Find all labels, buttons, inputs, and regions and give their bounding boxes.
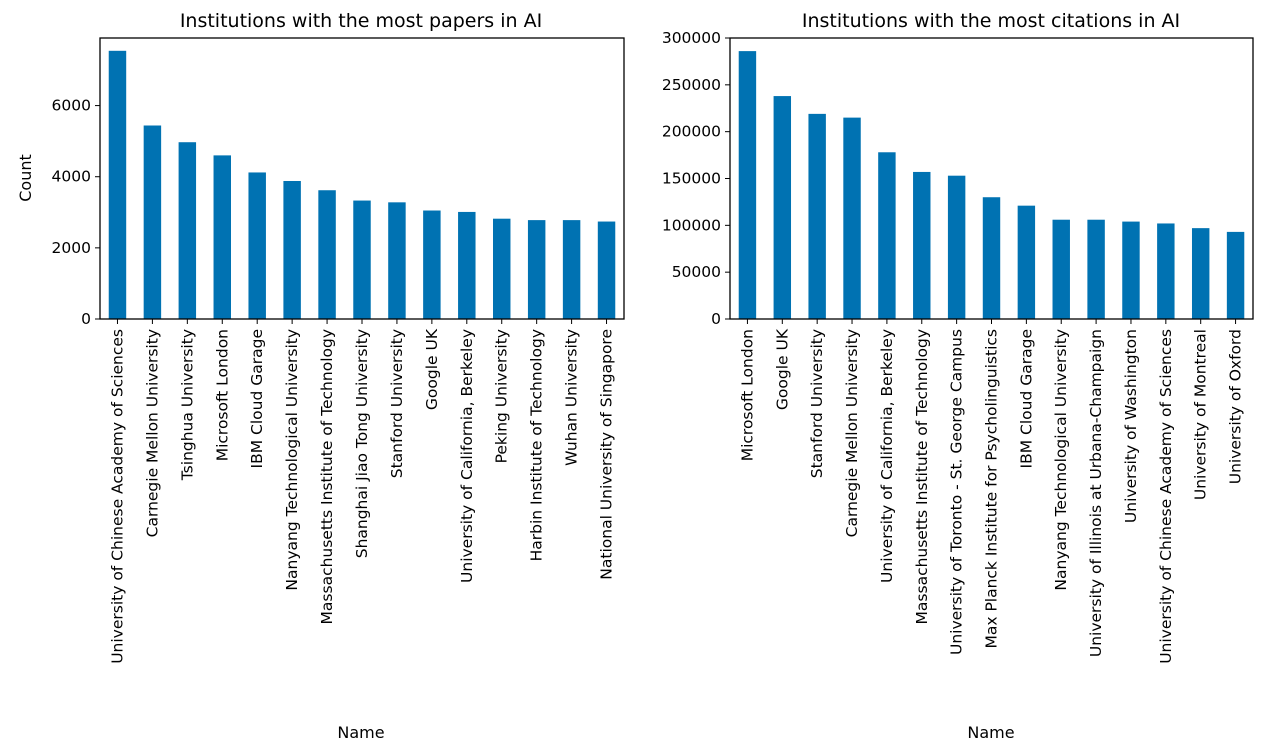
x-tick-label: IBM Cloud Garage bbox=[1017, 329, 1035, 468]
x-tick-label: University of Chinese Academy of Science… bbox=[108, 329, 126, 664]
y-axis-ticks: 0 50000 100000 150000 200000 250000 300000 bbox=[662, 29, 730, 328]
y-tick-label: 250000 bbox=[662, 76, 721, 94]
bar bbox=[213, 155, 231, 319]
bar bbox=[843, 117, 861, 319]
bar bbox=[248, 172, 266, 319]
x-tick-label: Shanghai Jiao Tong University bbox=[353, 329, 371, 558]
x-tick-label: Tsinghua University bbox=[178, 329, 196, 481]
x-tick-label: Carnegie Mellon University bbox=[843, 329, 861, 537]
bar bbox=[1157, 223, 1175, 319]
y-tick-label: 300000 bbox=[662, 29, 721, 47]
y-tick-label: 0 bbox=[81, 310, 91, 328]
bar bbox=[1017, 205, 1036, 319]
x-tick-label: Nanyang Technological University bbox=[283, 329, 301, 591]
bar bbox=[458, 211, 476, 319]
bar bbox=[1052, 219, 1070, 319]
x-tick-label: IBM Cloud Garage bbox=[248, 329, 266, 468]
x-tick-label: Microsoft London bbox=[213, 329, 231, 461]
x-tick-label: Stanford University bbox=[388, 329, 406, 478]
bar bbox=[947, 175, 966, 319]
bar bbox=[318, 190, 336, 319]
x-tick-label: National University of Singapore bbox=[598, 329, 616, 580]
y-axis-label: Count bbox=[16, 154, 35, 202]
bar bbox=[493, 218, 511, 319]
plot-frame bbox=[729, 37, 1254, 320]
bar bbox=[738, 51, 757, 319]
plot-frame bbox=[99, 37, 625, 320]
chart-citations: Institutions with the most citations in … bbox=[662, 10, 1254, 742]
bar bbox=[423, 210, 441, 319]
y-tick-label: 50000 bbox=[672, 263, 721, 281]
bar bbox=[913, 171, 931, 319]
bar bbox=[773, 96, 792, 319]
y-tick-label: 2000 bbox=[52, 239, 91, 257]
x-tick-label: University of Toronto - St. George Campu… bbox=[948, 329, 966, 655]
x-tick-label: University of Illinois at Urbana-Champai… bbox=[1087, 329, 1105, 657]
bar bbox=[562, 220, 581, 319]
x-tick-label: University of California, Berkeley bbox=[458, 329, 476, 583]
x-axis-label: Name bbox=[337, 723, 384, 742]
bar bbox=[1191, 228, 1210, 319]
bar bbox=[808, 113, 826, 320]
bar bbox=[353, 200, 371, 319]
bar bbox=[597, 221, 616, 319]
x-tick-label: Stanford University bbox=[808, 329, 826, 478]
bar bbox=[1087, 219, 1105, 319]
bar bbox=[527, 220, 546, 319]
chart-papers: Institutions with the most papers in AI … bbox=[16, 10, 625, 742]
x-tick-label: University of Oxford bbox=[1227, 329, 1245, 484]
x-axis-label: Name bbox=[967, 723, 1014, 742]
bars bbox=[738, 51, 1245, 320]
x-tick-label: Google UK bbox=[423, 328, 441, 410]
x-tick-label: Microsoft London bbox=[738, 329, 756, 461]
y-tick-label: 150000 bbox=[662, 170, 721, 188]
x-tick-label: Nanyang Technological University bbox=[1052, 329, 1070, 591]
chart-title: Institutions with the most citations in … bbox=[802, 10, 1180, 32]
y-tick-label: 6000 bbox=[52, 97, 91, 115]
bar bbox=[143, 125, 162, 319]
x-tick-label: Massachusetts Institute of Technology bbox=[913, 329, 931, 624]
bar bbox=[388, 202, 406, 319]
bar bbox=[982, 197, 1001, 319]
x-tick-label: Peking University bbox=[493, 329, 511, 463]
x-tick-label: University of Washington bbox=[1122, 329, 1140, 523]
x-tick-label: University of California, Berkeley bbox=[878, 329, 896, 583]
x-tick-label: University of Montreal bbox=[1192, 329, 1210, 500]
bar bbox=[283, 180, 301, 319]
x-axis-ticks: University of Chinese Academy of Science… bbox=[108, 319, 616, 664]
bar bbox=[1226, 231, 1245, 319]
chart-title: Institutions with the most papers in AI bbox=[180, 10, 542, 32]
y-tick-label: 200000 bbox=[662, 123, 721, 141]
y-tick-label: 0 bbox=[711, 310, 721, 328]
bars bbox=[108, 50, 616, 320]
x-tick-label: Google UK bbox=[773, 328, 791, 410]
x-tick-label: University of Chinese Academy of Science… bbox=[1157, 329, 1175, 664]
x-tick-label: Wuhan University bbox=[563, 329, 581, 466]
x-tick-label: Massachusetts Institute of Technology bbox=[318, 329, 336, 624]
y-tick-label: 100000 bbox=[662, 216, 721, 234]
y-axis-ticks: 0 2000 4000 6000 bbox=[52, 97, 100, 328]
x-axis-ticks: Microsoft London Google UK Stanford Univer… bbox=[738, 319, 1245, 664]
x-tick-label: Carnegie Mellon University bbox=[143, 329, 161, 537]
x-tick-label: Harbin Institute of Technology bbox=[528, 329, 546, 561]
y-tick-label: 4000 bbox=[52, 168, 91, 186]
x-tick-label: Max Planck Institute for Psycholinguisti… bbox=[983, 329, 1001, 649]
bar bbox=[178, 142, 197, 319]
bar bbox=[1122, 221, 1140, 319]
bar bbox=[108, 50, 127, 320]
bar bbox=[878, 152, 896, 319]
